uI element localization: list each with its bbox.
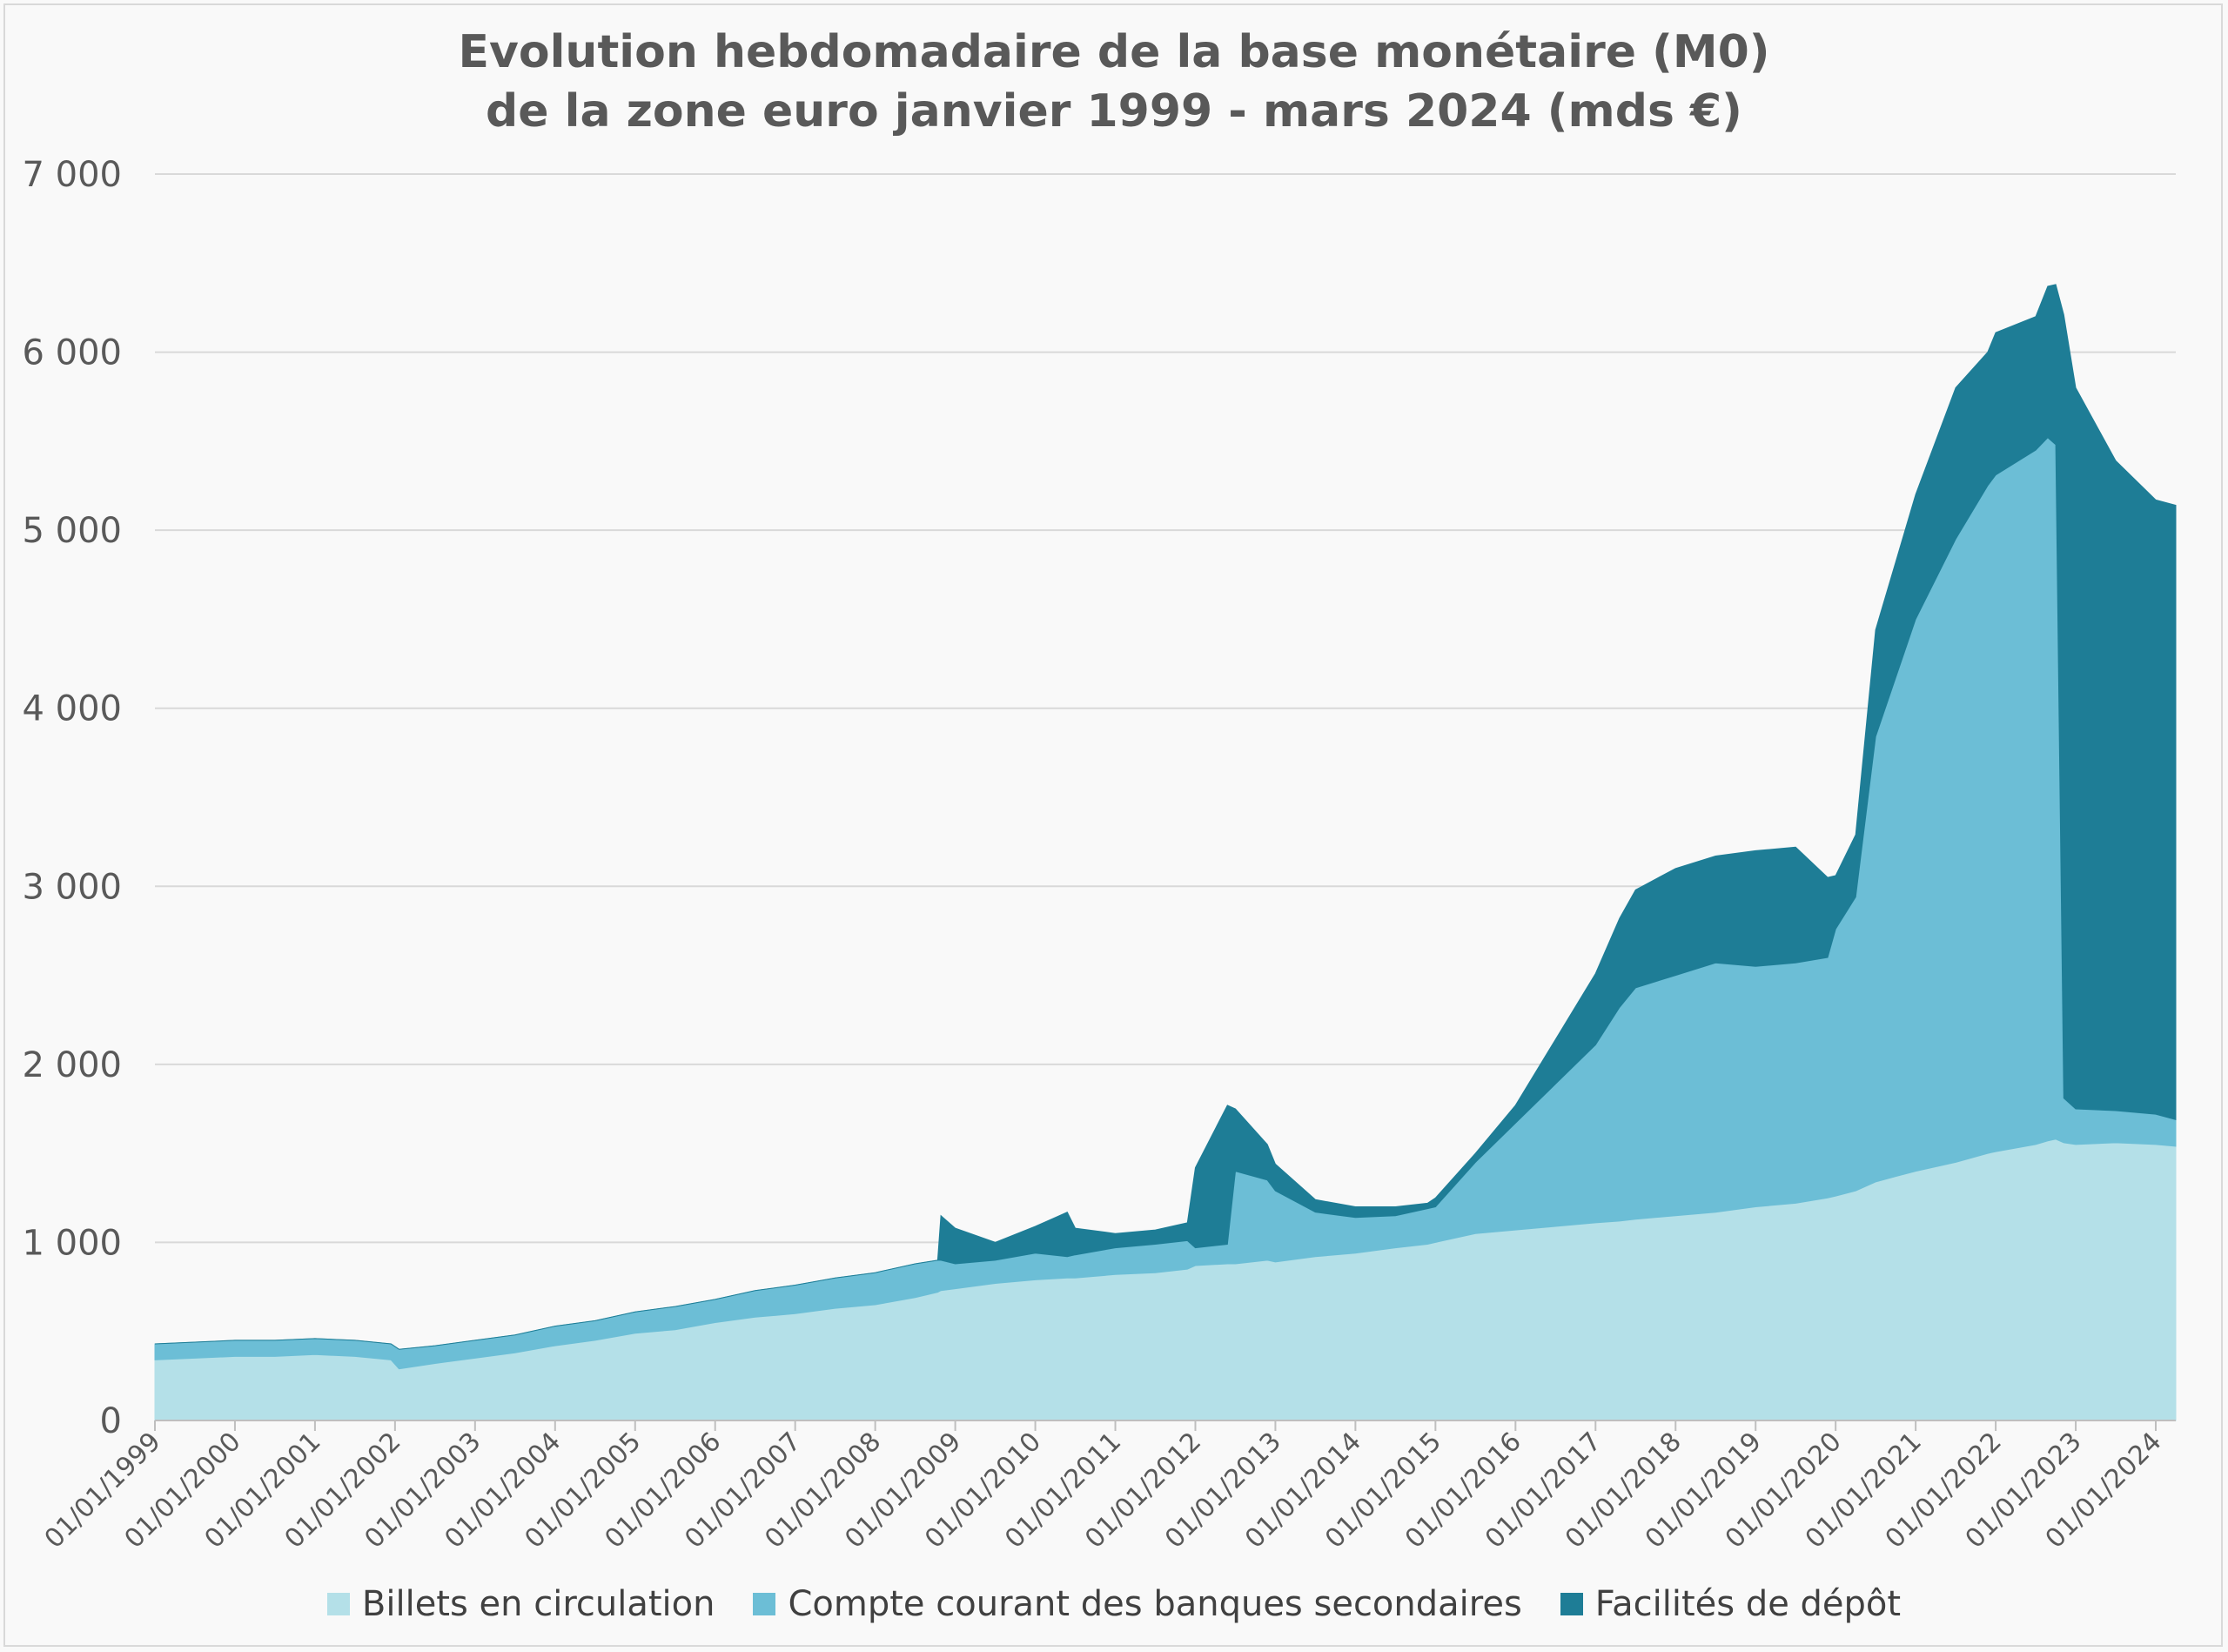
y-tick-label: 2 000 xyxy=(22,1045,122,1085)
y-axis-tick-labels: 0 1 000 2 000 3 000 4 000 5 000 6 000 7 000 xyxy=(22,155,122,1441)
legend-item-1: Billets en circulation xyxy=(326,1584,715,1624)
legend-swatch xyxy=(326,1593,350,1615)
series-areas xyxy=(154,284,2177,1421)
legend-swatch xyxy=(753,1593,776,1615)
legend-label: Compte courant des banques secondaires xyxy=(788,1584,1522,1624)
chart-title-line-1: Evolution hebdomadaire de la base monéta… xyxy=(458,26,1770,78)
y-tick-label: 6 000 xyxy=(22,333,122,373)
y-tick-label: 0 xyxy=(100,1401,122,1441)
legend-label: Billets en circulation xyxy=(361,1584,715,1624)
legend-label: Facilités de dépôt xyxy=(1594,1584,1902,1624)
y-tick-label: 7 000 xyxy=(22,155,122,195)
y-tick-label: 4 000 xyxy=(22,689,122,729)
chart-title: Evolution hebdomadaire de la base monéta… xyxy=(0,23,2228,141)
x-axis xyxy=(154,1420,2176,1431)
y-tick-label: 5 000 xyxy=(22,511,122,551)
y-tick-label: 1 000 xyxy=(22,1223,122,1263)
legend-item-2: Compte courant des banques secondaires xyxy=(753,1584,1522,1624)
legend-swatch xyxy=(1560,1593,1583,1615)
chart-title-line-2: de la zone euro janvier 1999 - mars 2024… xyxy=(486,85,1742,138)
y-tick-label: 3 000 xyxy=(22,867,122,907)
x-axis-tick-labels: 01/01/199901/01/200001/01/200101/01/2002… xyxy=(39,1427,2168,1555)
legend: Billets en circulation Compte courant des… xyxy=(0,1584,2228,1624)
legend-item-3: Facilités de dépôt xyxy=(1560,1584,1901,1624)
series-area-3 xyxy=(154,284,2177,1350)
